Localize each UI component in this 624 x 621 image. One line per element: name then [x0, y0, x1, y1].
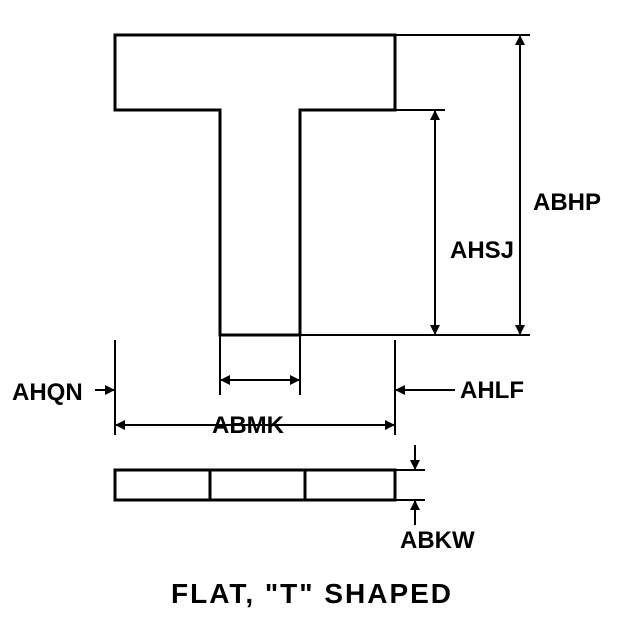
t-shape-outline	[115, 35, 395, 335]
dim-abhp-label: ABHP	[533, 189, 601, 216]
dim-ahqn-label: AHQN	[12, 379, 83, 406]
strip-outline	[115, 470, 395, 500]
dim-abmk-label: ABMK	[212, 412, 285, 439]
dim-ahlf-label: AHLF	[460, 377, 524, 404]
dim-abkw-label: ABKW	[400, 527, 475, 554]
dim-ahsj-label: AHSJ	[450, 237, 514, 264]
diagram-caption: FLAT, "T" SHAPED	[0, 578, 624, 610]
